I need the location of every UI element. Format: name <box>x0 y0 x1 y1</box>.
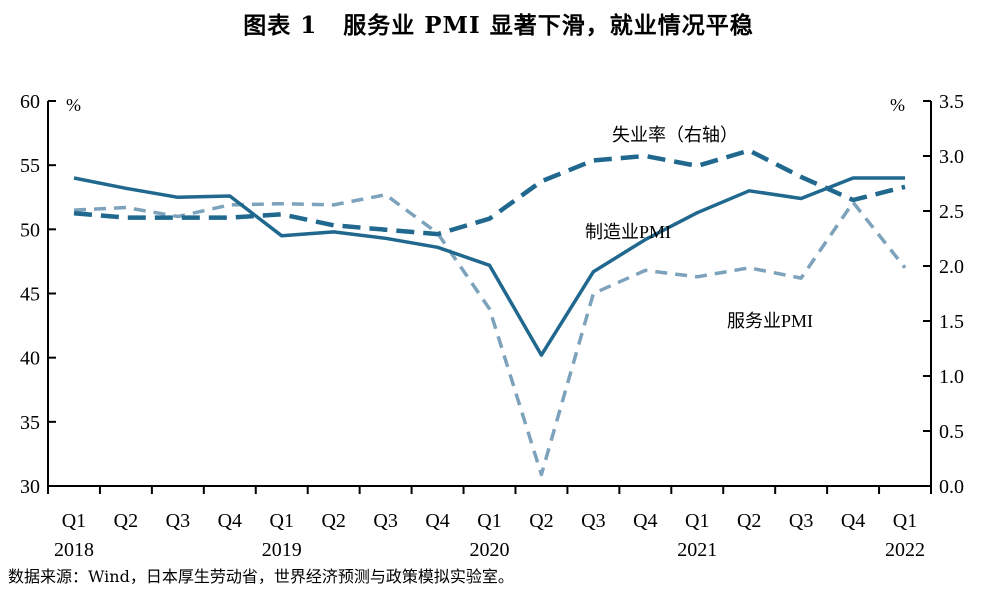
year-label: 2021 <box>677 539 717 561</box>
x-tick-label: Q1 <box>477 510 501 532</box>
annotation-manufacturing: 制造业PMI <box>585 222 671 242</box>
right-tick-label: 0.5 <box>939 421 964 443</box>
left-tick-label: 30 <box>20 476 40 498</box>
left-tick-label: 35 <box>20 412 40 434</box>
series-lines <box>73 148 907 477</box>
x-tick-label: Q3 <box>581 510 605 532</box>
figure-title-text: 服务业 PMI 显著下滑，就业情况平稳 <box>343 12 754 39</box>
annotation-unemployment: 失业率（右轴） <box>612 125 738 145</box>
axes: 30 35 40 45 50 55 60 % 0.0 0.5 1.0 1.5 2.0 2.5 3.0 3.5%… <box>20 91 964 561</box>
right-tick-label: 1.5 <box>939 311 964 333</box>
left-tick-label: 50 <box>20 219 40 241</box>
annotation-services: 服务业PMI <box>727 311 813 331</box>
right-tick-label: 1.0 <box>939 366 964 388</box>
x-tick-label: Q3 <box>789 510 813 532</box>
x-tick-label: Q1 <box>270 510 294 532</box>
left-tick-label: 55 <box>20 155 40 177</box>
right-axis-unit: % <box>890 95 905 115</box>
x-tick-label: Q4 <box>425 510 449 532</box>
right-tick-label: 0.0 <box>939 476 964 498</box>
year-label: 2019 <box>262 539 302 561</box>
left-axis-unit: % <box>66 95 81 115</box>
x-tick-label: Q2 <box>737 510 761 532</box>
x-tick-label: Q1 <box>62 510 86 532</box>
x-tick-label: Q2 <box>321 510 345 532</box>
left-tick-label: 40 <box>20 348 40 370</box>
left-tick-label: 60 <box>20 91 40 113</box>
chart-title: 图表 1 服务业 PMI 显著下滑，就业情况平稳 <box>0 6 997 40</box>
x-tick-label: Q2 <box>114 510 138 532</box>
right-tick-label: 3.0 <box>939 146 964 168</box>
x-tick-label: Q3 <box>166 510 190 532</box>
x-tick-label: Q1 <box>893 510 917 532</box>
x-tick-label: Q3 <box>373 510 397 532</box>
x-tick-label: Q1 <box>685 510 709 532</box>
right-tick-label: 2.5 <box>939 201 964 223</box>
series-line-1 <box>73 192 907 477</box>
x-tick-label: Q2 <box>529 510 553 532</box>
left-tick-label: 45 <box>20 284 40 306</box>
x-tick-label: Q4 <box>841 510 865 532</box>
chart-labels: 失业率（右轴） 制造业PMI 服务业PMI <box>585 125 813 331</box>
right-tick-label: 3.5 <box>939 91 964 113</box>
x-tick-label: Q4 <box>633 510 657 532</box>
year-label: 2020 <box>470 539 510 561</box>
series-line-2 <box>73 148 906 237</box>
year-label: 2022 <box>885 539 925 561</box>
data-source: 数据来源：Wind，日本厚生劳动省，世界经济预测与政策模拟实验室。 <box>8 567 514 586</box>
right-tick-label: 2.0 <box>939 256 964 278</box>
year-label: 2018 <box>54 539 94 561</box>
series-line-0 <box>73 176 905 357</box>
x-tick-label: Q4 <box>218 510 242 532</box>
figure-number: 图表 1 <box>243 12 318 39</box>
